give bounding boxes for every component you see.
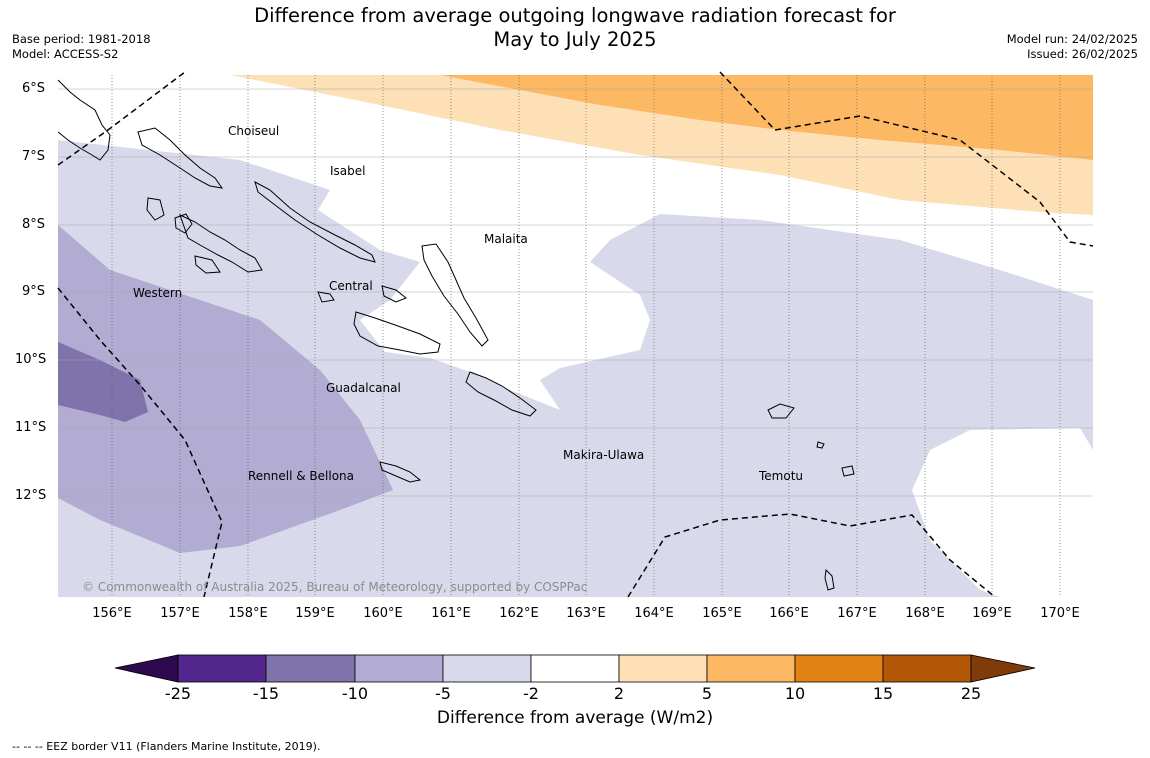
model-run: Model run: 24/02/2025 bbox=[1006, 32, 1138, 46]
colorbar-segment bbox=[530, 654, 620, 683]
region-label-temotu: Temotu bbox=[759, 469, 804, 483]
meta-left: Base period: 1981-2018 Model: ACCESS-S2 bbox=[12, 32, 151, 62]
coastline-kolombangara bbox=[174, 213, 193, 234]
coastline-vella-lavella bbox=[146, 197, 165, 221]
eez-border-east bbox=[719, 71, 1094, 247]
eez-border-south bbox=[627, 513, 996, 598]
graticule bbox=[58, 75, 1093, 597]
coastline-rennell bbox=[379, 461, 422, 483]
lat-tick-label: 7°S bbox=[22, 149, 46, 164]
lat-tick-label: 8°S bbox=[22, 217, 46, 232]
colorbar-segment bbox=[882, 654, 972, 683]
region-label-makira-ulawa: Makira-Ulawa bbox=[563, 448, 645, 462]
colorbar bbox=[114, 654, 1036, 683]
coastline-choiseul bbox=[137, 127, 224, 189]
lon-tick-label: 166°E bbox=[769, 606, 809, 621]
colorbar-tick-label: 5 bbox=[701, 684, 713, 703]
coastline-santa-cruz bbox=[767, 403, 795, 419]
colorbar-extend-high bbox=[970, 654, 1036, 683]
lat-tick-label: 11°S bbox=[15, 420, 47, 435]
colorbar-segment bbox=[265, 654, 356, 683]
coastline-rendova bbox=[194, 255, 221, 274]
colorbar-extend-low bbox=[114, 654, 179, 683]
lat-tick-label: 12°S bbox=[15, 488, 47, 503]
colorbar-tick-label: 15 bbox=[872, 684, 894, 703]
coastline-tikopia bbox=[816, 441, 825, 449]
coastline-vanikoro bbox=[841, 465, 855, 477]
colorbar-tick-label: -10 bbox=[341, 684, 369, 703]
colorbar-segment bbox=[706, 654, 796, 683]
coastline-isabel bbox=[254, 180, 376, 263]
meta-right: Model run: 24/02/2025 Issued: 26/02/2025 bbox=[1007, 32, 1138, 62]
colorbar-tick-label: 25 bbox=[960, 684, 982, 703]
region-label-central: Central bbox=[329, 279, 373, 293]
coastline-guadalcanal bbox=[353, 311, 441, 355]
colorbar-tick-label: 10 bbox=[784, 684, 806, 703]
eez-border-west bbox=[57, 287, 223, 598]
lat-tick-label: 10°S bbox=[15, 352, 47, 367]
issued-date: Issued: 26/02/2025 bbox=[1027, 47, 1138, 61]
coastline-new-georgia bbox=[179, 214, 263, 273]
map-title: Difference from average outgoing longwav… bbox=[200, 4, 950, 52]
colorbar-segment bbox=[354, 654, 444, 683]
colorbar-tick-label: -2 bbox=[523, 684, 539, 703]
lon-tick-label: 168°E bbox=[905, 606, 945, 621]
lon-tick-label: 160°E bbox=[363, 606, 403, 621]
lon-tick-label: 163°E bbox=[566, 606, 606, 621]
lon-tick-label: 169°E bbox=[972, 606, 1012, 621]
anomaly-shade-orange bbox=[440, 75, 1093, 160]
coastline-makira bbox=[465, 371, 537, 417]
lon-tick-label: 157°E bbox=[160, 606, 200, 621]
region-label-western: Western bbox=[133, 286, 183, 300]
colorbar-segment bbox=[794, 654, 884, 683]
coastline-anuta bbox=[824, 568, 835, 591]
region-label-rennell-bellona: Rennell & Bellona bbox=[248, 469, 355, 483]
lon-tick-label: 165°E bbox=[702, 606, 742, 621]
title-line-2: May to July 2025 bbox=[493, 28, 657, 51]
eez-borders bbox=[57, 71, 1094, 598]
lon-tick-label: 156°E bbox=[92, 606, 132, 621]
coastline-malaita bbox=[421, 243, 489, 347]
colorbar-segment bbox=[177, 654, 267, 683]
lon-tick-label: 164°E bbox=[634, 606, 674, 621]
colorbar-tick-label: -15 bbox=[252, 684, 280, 703]
map-frame bbox=[58, 75, 1093, 597]
lon-tick-label: 167°E bbox=[837, 606, 877, 621]
copyright-notice: © Commonwealth of Australia 2025, Bureau… bbox=[82, 580, 588, 594]
region-label-choiseul: Choiseul bbox=[228, 124, 280, 138]
lon-tick-label: 161°E bbox=[431, 606, 471, 621]
region-label-isabel: Isabel bbox=[330, 164, 366, 178]
colorbar-tick-label: 2 bbox=[613, 684, 625, 703]
eez-border-north bbox=[57, 71, 186, 166]
anomaly-shade-dark-purple bbox=[58, 342, 148, 422]
colorbar-label: Difference from average (W/m2) bbox=[436, 708, 714, 728]
coastline-bougainville bbox=[57, 79, 111, 161]
coastline-russell-islands bbox=[381, 285, 407, 303]
title-line-1: Difference from average outgoing longwav… bbox=[254, 4, 896, 27]
lat-tick-label: 6°S bbox=[22, 81, 46, 96]
colorbar-tick-label: -25 bbox=[164, 684, 192, 703]
lon-tick-label: 170°E bbox=[1040, 606, 1080, 621]
base-period: Base period: 1981-2018 bbox=[12, 32, 151, 46]
lon-tick-label: 162°E bbox=[499, 606, 539, 621]
anomaly-shade-medium-purple bbox=[58, 225, 393, 553]
model-name: Model: ACCESS-S2 bbox=[12, 47, 119, 61]
region-label-malaita: Malaita bbox=[484, 232, 528, 246]
colorbar-segment bbox=[618, 654, 708, 683]
region-label-guadalcanal: Guadalcanal bbox=[326, 381, 401, 395]
colorbar-segment bbox=[442, 654, 532, 683]
colorbar-tick-label: -5 bbox=[435, 684, 451, 703]
lon-tick-label: 158°E bbox=[228, 606, 268, 621]
coastlines bbox=[57, 79, 855, 591]
lon-tick-label: 159°E bbox=[295, 606, 335, 621]
lat-tick-label: 9°S bbox=[22, 284, 46, 299]
coastline-florida-islands bbox=[317, 291, 335, 303]
eez-footnote: -- -- -- EEZ border V11 (Flanders Marine… bbox=[12, 740, 321, 753]
